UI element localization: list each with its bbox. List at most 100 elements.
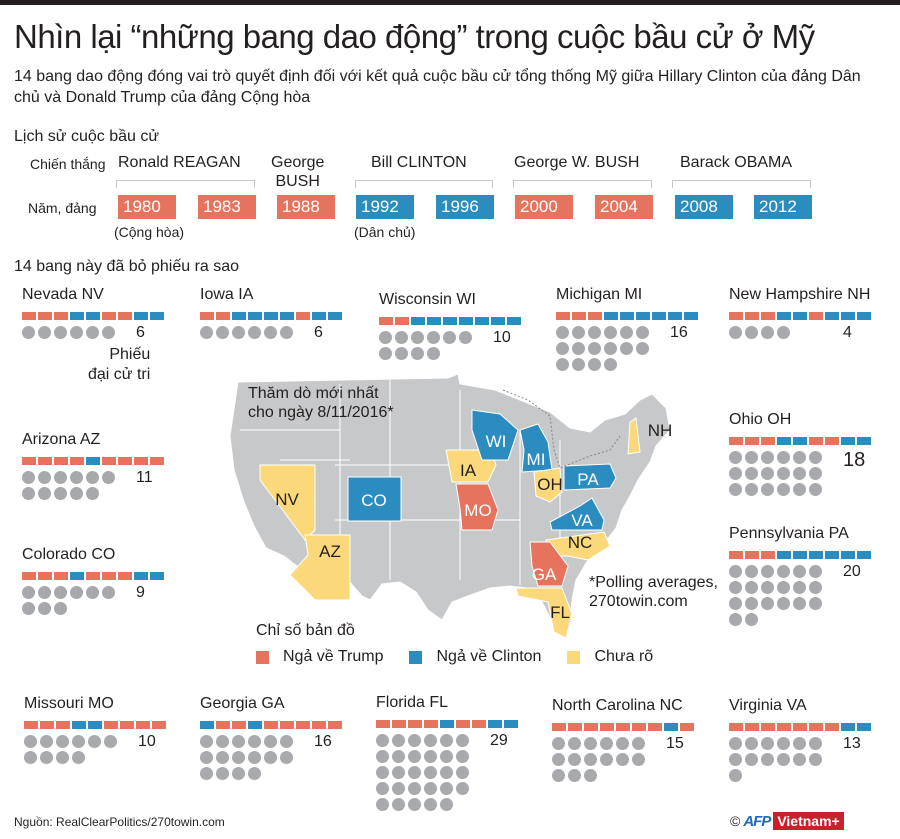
vote-dot [588,326,601,339]
state-name: Colorado CO [22,546,116,563]
vote-dot [56,735,69,748]
vote-dot [572,326,585,339]
vote-dot [568,737,581,750]
democrat-square [70,572,84,580]
state-block: Wisconsin WI 10 [379,291,549,360]
vote-dot [809,581,822,594]
democrat-label: (Dân chủ) [354,224,416,240]
democrat-square [793,551,807,559]
vote-dot [216,751,229,764]
republican-square [264,721,278,729]
states-section-title: 14 bang này đã bỏ phiếu ra sao [14,258,240,275]
map-state-co [347,476,402,522]
vote-dot [411,331,424,344]
election-history-squares [24,721,194,729]
republican-square [296,721,310,729]
vote-dot [102,586,115,599]
vote-dot [408,750,421,763]
vote-dot [777,737,790,750]
democrat-square [248,312,262,320]
electoral-vote-dots [200,326,308,339]
electoral-vote-count: 29 [490,732,508,749]
democrat-square [459,317,473,325]
page-title: Nhìn lại “những bang dao động” trong cuộ… [14,18,815,55]
republican-square [70,457,84,465]
republican-square [584,723,598,731]
vote-dot [761,753,774,766]
electoral-vote-dots [22,326,130,339]
republican-square [809,312,823,320]
state-name: Ohio OH [729,411,792,428]
election-history-squares [729,312,899,320]
republican-square [56,721,70,729]
map-state-mo [455,483,499,531]
vote-dot [248,735,261,748]
vote-dot [280,735,293,748]
vote-dot [40,751,53,764]
state-name: Nevada NV [22,286,104,303]
vote-dot [22,586,35,599]
vote-dot [392,750,405,763]
us-map-svg: NV AZ CO IA MO WI MI OH PA VA NC GA FL N… [229,373,672,639]
electoral-vote-count: 16 [670,324,688,341]
vote-dot [809,467,822,480]
electoral-votes-row: 18 [729,450,899,496]
election-history-squares [22,457,192,465]
year-1992: 1992 [356,195,414,219]
election-history-squares [556,312,726,320]
vote-dot [761,581,774,594]
republican-square [680,723,694,731]
vote-dot [636,326,649,339]
republican-square [424,720,438,728]
vote-dot [568,769,581,782]
vote-dot [572,342,585,355]
electoral-votes-row: 15 [552,736,722,782]
legend-item-trump: Ngả về Trump [256,648,383,666]
electoral-vote-count: 6 [136,324,145,341]
vote-dot [232,767,245,780]
vote-dot [809,597,822,610]
vote-dot [232,735,245,748]
vote-dot [56,751,69,764]
vote-dot [440,798,453,811]
obama-bracket [672,180,811,188]
democrat-square [684,312,698,320]
vote-dot [459,331,472,344]
state-block: Missouri MO 10 [24,695,194,764]
democrat-square [825,551,839,559]
history-section-title: Lịch sử cuộc bầu cử [14,128,160,145]
vote-dot [38,487,51,500]
map-state-az [289,534,351,601]
vote-dot [440,750,453,763]
winner-label: Chiến thắng [30,156,106,172]
vote-dot [54,326,67,339]
vote-dot [22,602,35,615]
vote-dot [761,467,774,480]
vote-dot [408,734,421,747]
vote-dot [777,451,790,464]
state-block: Michigan MI 16 [556,286,726,371]
vote-dot [604,342,617,355]
electoral-votes-row: 29 [376,732,546,811]
vote-dot [620,342,633,355]
vote-dot [616,753,629,766]
electoral-vote-dots [376,734,484,811]
republican-square [729,723,743,731]
footnote-line1: *Polling averages, [589,574,718,591]
republican-square [102,312,116,320]
republican-square [556,312,570,320]
vote-dot [729,451,742,464]
vote-dot [604,358,617,371]
electoral-vote-dots [556,326,664,371]
subtitle: 14 bang dao động đóng vai trò quyết định… [14,68,861,106]
republican-square [745,312,759,320]
state-block: Colorado CO 9 [22,546,192,615]
electoral-vote-dots [729,326,837,339]
election-history-squares [200,721,370,729]
election-history-squares [552,723,722,731]
vote-dot [86,586,99,599]
vote-dot [456,750,469,763]
map-label-ia: IA [460,461,477,480]
republican-square [280,721,294,729]
republican-square [809,437,823,445]
